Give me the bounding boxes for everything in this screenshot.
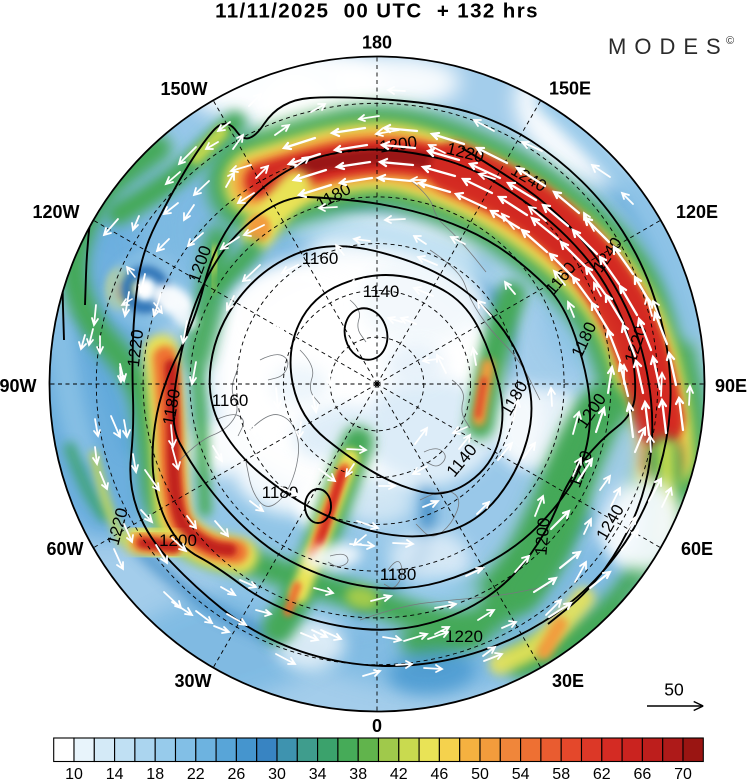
svg-text:120E: 120E <box>676 202 718 222</box>
svg-text:1180: 1180 <box>262 483 299 502</box>
svg-text:1200: 1200 <box>531 517 553 556</box>
svg-text:50: 50 <box>471 766 489 782</box>
svg-text:150E: 150E <box>549 79 591 99</box>
svg-text:34: 34 <box>309 766 327 782</box>
svg-text:1140: 1140 <box>363 282 400 301</box>
svg-text:©: © <box>726 35 734 47</box>
svg-text:90W: 90W <box>0 376 37 396</box>
svg-text:22: 22 <box>187 766 205 782</box>
svg-text:62: 62 <box>593 766 611 782</box>
svg-text:1160: 1160 <box>212 391 249 410</box>
svg-text:MODES: MODES <box>608 34 729 59</box>
svg-text:60E: 60E <box>681 539 713 559</box>
svg-text:50: 50 <box>664 680 684 700</box>
svg-text:90E: 90E <box>715 376 747 396</box>
svg-text:58: 58 <box>552 766 570 782</box>
svg-text:30W: 30W <box>174 671 211 691</box>
svg-text:14: 14 <box>106 766 124 782</box>
svg-text:1220: 1220 <box>124 328 147 368</box>
svg-text:60W: 60W <box>46 539 83 559</box>
svg-text:38: 38 <box>349 766 367 782</box>
svg-text:120W: 120W <box>32 202 79 222</box>
svg-text:180: 180 <box>362 33 392 53</box>
svg-text:30E: 30E <box>552 671 584 691</box>
svg-text:54: 54 <box>512 766 530 782</box>
svg-text:1220: 1220 <box>445 627 483 646</box>
svg-text:1200: 1200 <box>159 531 197 550</box>
svg-text:0: 0 <box>372 716 382 736</box>
svg-text:26: 26 <box>228 766 246 782</box>
svg-text:70: 70 <box>674 766 692 782</box>
svg-text:150W: 150W <box>160 79 207 99</box>
svg-text:42: 42 <box>390 766 408 782</box>
svg-text:30: 30 <box>268 766 286 782</box>
svg-text:18: 18 <box>146 766 164 782</box>
svg-text:10: 10 <box>65 766 83 782</box>
svg-text:1160: 1160 <box>302 249 339 268</box>
svg-text:11/11/2025 00 UTC + 132 hrs: 11/11/2025 00 UTC + 132 hrs <box>215 0 539 23</box>
svg-text:1180: 1180 <box>380 565 417 584</box>
svg-text:66: 66 <box>634 766 652 782</box>
svg-text:46: 46 <box>431 766 449 782</box>
